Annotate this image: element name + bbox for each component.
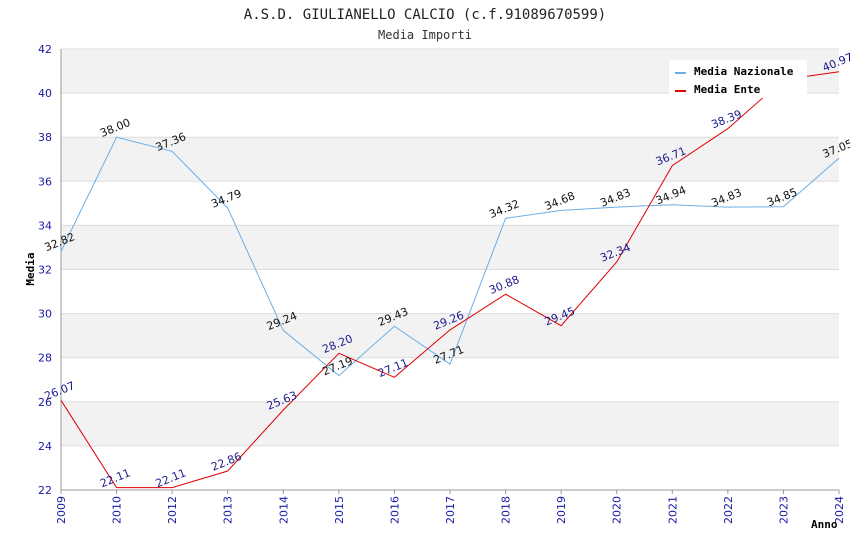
grid-lines [61, 48, 839, 491]
data-label-media-ente: 38.39 [710, 107, 744, 131]
x-tick-label: 2021 [666, 496, 679, 524]
y-axis-label: Media [24, 252, 37, 285]
x-tick-label: 2022 [722, 496, 735, 524]
x-tick-label: 2019 [555, 496, 568, 524]
x-tick-label: 2010 [111, 496, 124, 524]
data-label-media-ente: 22.11 [98, 466, 132, 490]
x-tick-label: 2023 [777, 496, 790, 524]
y-tick-label: 26 [38, 396, 52, 409]
data-label-media-ente: 30.88 [487, 273, 521, 297]
y-tick-label: 40 [38, 87, 52, 100]
x-tick-label: 2015 [333, 496, 346, 524]
x-tick-label: 2018 [500, 496, 513, 524]
data-label-media-ente: 22.86 [209, 450, 243, 474]
grid-band [61, 225, 839, 270]
chart-title: A.S.D. GIULIANELLO CALCIO (c.f.910896705… [244, 7, 606, 23]
series-lines [60, 71, 840, 489]
x-axis-label: Anno [811, 518, 838, 531]
x-axis-ticks: 2009 2010 2012 2013 2014 2015 2016 2017 2018 2019… [55, 490, 846, 524]
x-tick-label: 2013 [222, 496, 235, 524]
y-tick-label: 32 [38, 264, 52, 277]
series-line-media-ente [60, 71, 840, 489]
y-tick-label: 24 [38, 440, 52, 453]
chart-subtitle: Media Importi [378, 28, 472, 42]
data-label-media-nazionale: 34.83 [710, 186, 744, 210]
y-tick-label: 28 [38, 352, 52, 365]
data-label-media-ente: 22.11 [154, 466, 188, 490]
x-tick-label: 2016 [388, 496, 401, 524]
legend: Media Nazionale Media Ente [669, 60, 807, 98]
y-tick-label: 42 [38, 43, 52, 56]
legend-label-media-ente: Media Ente [694, 83, 761, 96]
x-tick-label: 2014 [277, 496, 290, 524]
grid-band [61, 401, 839, 446]
x-tick-label: 2009 [55, 496, 68, 524]
data-label-media-nazionale: 38.00 [98, 116, 132, 140]
y-tick-label: 36 [38, 175, 52, 188]
x-tick-label: 2024 [833, 496, 846, 524]
grid-band [61, 313, 839, 358]
legend-label-media-nazionale: Media Nazionale [694, 65, 794, 78]
x-tick-label: 2017 [444, 496, 457, 524]
legend-background [669, 60, 807, 98]
data-label-media-nazionale: 34.94 [654, 184, 688, 208]
y-tick-label: 34 [38, 219, 52, 232]
x-tick-label: 2012 [166, 496, 179, 524]
series-line-media-nazionale [60, 136, 840, 377]
x-tick-label: 2020 [611, 496, 624, 524]
grid-bands [61, 49, 839, 446]
data-label-media-nazionale: 34.85 [765, 185, 799, 209]
grid-band [61, 137, 839, 182]
y-axis-ticks: 22 24 26 28 30 32 34 36 38 40 42 [38, 43, 52, 497]
data-label-media-nazionale: 34.32 [487, 197, 521, 221]
data-label-media-ente: 26.07 [43, 379, 77, 403]
y-tick-label: 30 [38, 308, 52, 321]
y-tick-label: 22 [38, 484, 52, 497]
y-tick-label: 38 [38, 131, 52, 144]
